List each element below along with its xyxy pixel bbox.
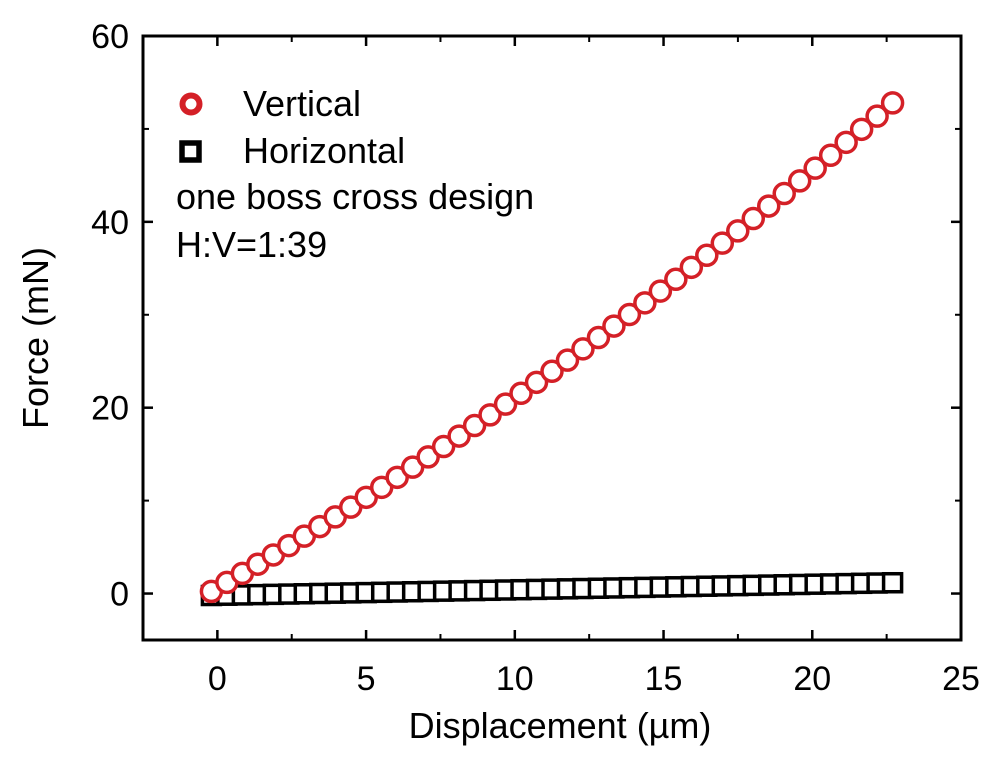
vertical-point [818, 143, 843, 168]
series-vertical [199, 91, 905, 604]
vertical-point [431, 434, 456, 459]
x-tick-label: 25 [942, 660, 980, 698]
legend-label-vertical: Vertical [243, 83, 361, 124]
vertical-point [834, 130, 858, 155]
vertical-point [679, 255, 704, 280]
vertical-point [803, 156, 827, 180]
vertical-point [633, 291, 657, 315]
x-tick-label: 15 [645, 660, 683, 698]
y-tick-label: 0 [110, 576, 129, 614]
vertical-point [787, 169, 812, 193]
y-axis-title: Force (mN) [15, 247, 56, 429]
x-tick-label: 5 [357, 660, 376, 698]
vertical-point [555, 348, 580, 372]
vertical-point [493, 392, 518, 416]
axis-ticks: 0 5 10 15 20 25 0 20 40 60 [91, 18, 980, 698]
vertical-point [571, 337, 595, 361]
vertical-point [478, 403, 502, 427]
vertical-point [648, 279, 673, 303]
vertical-point [586, 325, 611, 350]
vertical-point [664, 267, 688, 292]
series-horizontal [200, 571, 904, 607]
vertical-point [540, 359, 564, 384]
vertical-point [447, 424, 471, 448]
y-tick-label: 40 [91, 204, 129, 242]
vertical-point [695, 243, 719, 268]
plot-frame [141, 34, 963, 642]
vertical-point [602, 314, 626, 338]
x-tick-label: 0 [208, 660, 227, 698]
x-axis-title: Displacement (µm) [409, 705, 712, 746]
x-tick-label: 20 [793, 660, 831, 698]
vertical-point [741, 206, 766, 231]
vertical-point [617, 302, 642, 327]
annotation-design: one boss cross design [176, 176, 534, 217]
vertical-point [880, 91, 905, 115]
vertical-point [849, 117, 874, 142]
legend-label-horizontal: Horizontal [243, 130, 405, 171]
vertical-point [509, 381, 533, 406]
y-tick-label: 60 [91, 18, 129, 56]
legend-marker-horizontal [179, 140, 202, 163]
x-tick-label: 10 [496, 660, 534, 698]
horizontal-point [881, 571, 904, 594]
vertical-point [710, 231, 735, 255]
vertical-point [524, 370, 549, 395]
vertical-point [756, 194, 781, 218]
annotation-ratio: H:V=1:39 [176, 224, 327, 265]
legend-marker-vertical [179, 92, 203, 116]
vertical-point [462, 413, 487, 438]
legend: Vertical Horizontal [179, 83, 405, 171]
vertical-point [726, 219, 750, 243]
vertical-point [865, 104, 889, 128]
y-tick-label: 20 [91, 390, 129, 428]
vertical-point [772, 181, 796, 206]
